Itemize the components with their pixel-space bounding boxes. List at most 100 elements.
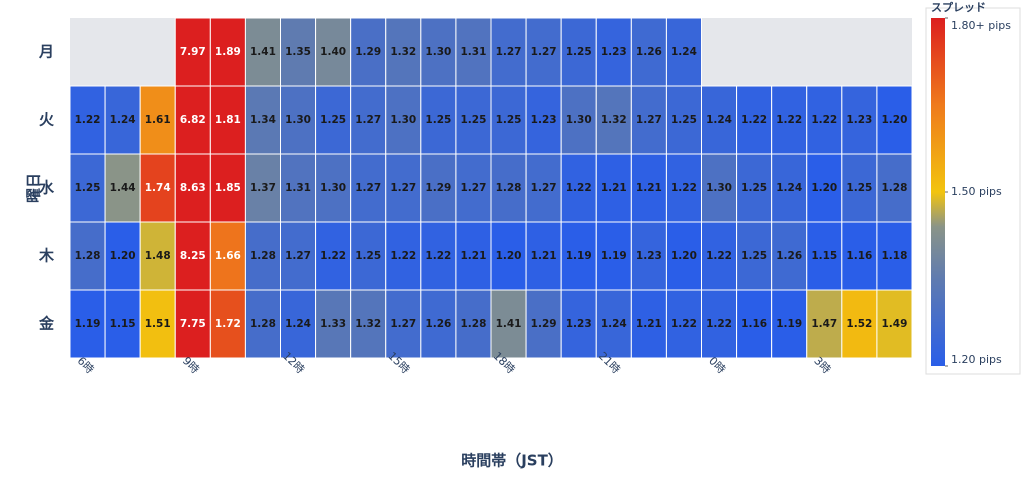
heatmap-cell <box>385 289 422 359</box>
heatmap-cell <box>420 17 457 87</box>
cell-label: 1.25 <box>566 46 592 58</box>
cell-label: 1.26 <box>776 250 802 262</box>
cell-label: 1.61 <box>145 114 171 126</box>
cell-label: 1.27 <box>531 46 557 58</box>
cell-label: 1.30 <box>390 114 416 126</box>
x-axis-title: 時間帯（JST） <box>461 452 563 470</box>
heatmap-cell <box>174 85 211 155</box>
cell-label: 1.28 <box>460 318 486 330</box>
heatmap-cell <box>280 85 317 155</box>
heatmap-cell <box>244 153 282 223</box>
cell-label: 1.21 <box>460 250 486 262</box>
heatmap-cell <box>701 289 738 359</box>
cell-label: 1.20 <box>881 114 907 126</box>
heatmap-cell <box>455 153 492 223</box>
y-tick-label: 金 <box>38 315 55 333</box>
cell-label: 1.30 <box>425 46 451 58</box>
cell-label: 1.21 <box>636 318 662 330</box>
cell-label: 1.22 <box>811 114 837 126</box>
heatmap-cell <box>209 221 246 291</box>
cell-label: 1.27 <box>390 182 416 194</box>
cell-label: 1.25 <box>460 114 486 126</box>
cell-label: 1.25 <box>75 182 101 194</box>
cell-label: 1.24 <box>110 114 136 126</box>
cell-label: 1.23 <box>601 46 627 58</box>
heatmap-cell <box>560 289 597 359</box>
cell-label: 1.66 <box>215 250 241 262</box>
y-tick-label: 水 <box>39 179 55 197</box>
colorbar <box>931 18 945 366</box>
heatmap-cell <box>455 289 492 359</box>
cell-label: 1.23 <box>566 318 592 330</box>
heatmap-cell <box>420 153 457 223</box>
cell-label: 1.25 <box>741 250 767 262</box>
cell-label: 1.19 <box>566 250 592 262</box>
cell-label: 1.21 <box>636 182 662 194</box>
heatmap-cell <box>280 153 317 223</box>
heatmap-cell <box>771 221 808 291</box>
cell-label: 1.81 <box>215 114 241 126</box>
heatmap-cell <box>665 289 703 359</box>
cell-label: 1.25 <box>671 114 697 126</box>
cell-label: 1.85 <box>215 182 241 194</box>
cell-label: 1.22 <box>671 182 697 194</box>
cell-label: 1.27 <box>496 46 522 58</box>
heatmap-cell <box>350 85 387 155</box>
heatmap-cell <box>525 153 562 223</box>
cell-label: 1.26 <box>425 318 451 330</box>
heatmap-cell <box>806 221 843 291</box>
cell-label: 1.27 <box>285 250 311 262</box>
heatmap-cell <box>244 289 282 359</box>
heatmap-cell <box>139 289 176 359</box>
cell-label: 1.27 <box>636 114 662 126</box>
heatmap-cell <box>350 289 387 359</box>
cell-label: 1.22 <box>671 318 697 330</box>
cell-label: 1.32 <box>601 114 627 126</box>
heatmap-cell <box>315 153 352 223</box>
heatmap-cell <box>455 221 492 291</box>
heatmap-cell <box>806 153 843 223</box>
cell-label: 7.97 <box>180 46 206 58</box>
heatmap-cell <box>385 85 422 155</box>
cell-label: 1.23 <box>636 250 662 262</box>
cell-label: 1.15 <box>110 318 136 330</box>
cell-label: 1.24 <box>706 114 732 126</box>
cell-label: 1.29 <box>531 318 557 330</box>
colorbar-tick-label: 1.20 pips <box>951 353 1002 366</box>
cell-label: 1.28 <box>496 182 522 194</box>
cell-label: 1.16 <box>846 250 872 262</box>
cell-label: 1.25 <box>846 182 872 194</box>
y-tick-label: 火 <box>39 111 55 129</box>
cell-label: 1.25 <box>425 114 451 126</box>
cell-label: 1.27 <box>460 182 486 194</box>
cell-label: 1.22 <box>776 114 802 126</box>
cell-label: 1.27 <box>390 318 416 330</box>
cell-label: 1.30 <box>320 182 346 194</box>
cell-label: 1.22 <box>75 114 101 126</box>
cell-label: 1.16 <box>741 318 767 330</box>
heatmap-cell <box>455 17 492 87</box>
heatmap-cell <box>806 289 843 359</box>
heatmap-cell <box>315 289 352 359</box>
cell-label: 1.22 <box>566 182 592 194</box>
heatmap-cell <box>490 289 527 359</box>
heatmap-cell <box>665 17 703 87</box>
cell-label: 1.29 <box>425 182 451 194</box>
cell-label: 1.22 <box>320 250 346 262</box>
cell-label: 1.22 <box>425 250 451 262</box>
heatmap-cell <box>69 289 106 359</box>
heatmap-cell <box>665 85 703 155</box>
heatmap-cell <box>701 153 738 223</box>
cell-label: 1.19 <box>75 318 101 330</box>
cell-label: 6.82 <box>180 114 206 126</box>
cell-label: 1.37 <box>250 182 276 194</box>
heatmap-cell <box>174 289 211 359</box>
cell-label: 1.24 <box>671 46 697 58</box>
heatmap-cell <box>139 221 176 291</box>
cell-label: 1.40 <box>320 46 346 58</box>
cell-label: 1.25 <box>741 182 767 194</box>
cell-label: 1.29 <box>355 46 381 58</box>
cell-label: 1.51 <box>145 318 171 330</box>
heatmap-cell <box>595 17 632 87</box>
